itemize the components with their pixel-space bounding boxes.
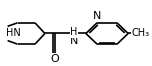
Text: HN: HN	[6, 28, 21, 38]
Text: O: O	[50, 54, 59, 64]
Text: CH₃: CH₃	[132, 28, 150, 38]
Text: H: H	[70, 27, 78, 37]
Text: N: N	[70, 36, 78, 46]
Text: N: N	[93, 11, 101, 21]
